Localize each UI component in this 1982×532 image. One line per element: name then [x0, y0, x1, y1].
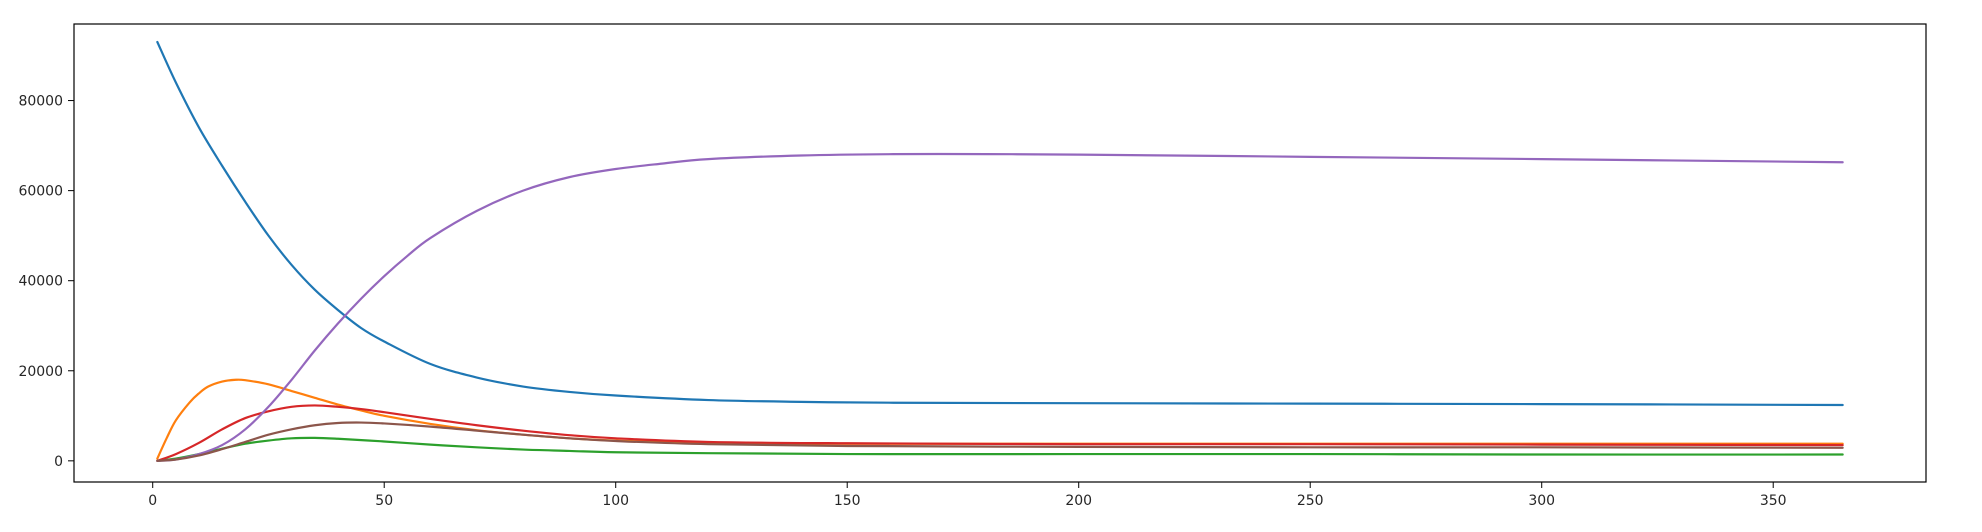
series-line-1	[156, 40, 1844, 407]
x-tick-label: 50	[375, 493, 393, 509]
x-tick-label: 0	[148, 493, 157, 509]
y-tick-label: 40000	[18, 274, 63, 290]
x-tick-label: 300	[1528, 493, 1555, 509]
series-line-5	[156, 152, 1844, 462]
x-axis: 0 50 100 150 200 250 300 350	[148, 482, 1787, 509]
series-layer	[156, 40, 1844, 462]
y-tick-label: 80000	[18, 94, 63, 110]
x-tick-label: 250	[1297, 493, 1324, 509]
series-line-6	[156, 421, 1844, 462]
y-tick-label: 60000	[18, 184, 63, 200]
x-tick-label: 150	[834, 493, 861, 509]
x-tick-label: 100	[602, 493, 629, 509]
y-tick-label: 0	[54, 454, 63, 470]
series-line-3	[156, 436, 1844, 462]
y-axis: 0 20000 40000 60000 80000	[18, 94, 74, 470]
x-tick-label: 350	[1760, 493, 1787, 509]
y-tick-label: 20000	[18, 364, 63, 380]
series-line-4	[156, 404, 1844, 462]
plot-area-frame	[73, 23, 1927, 483]
x-tick-label: 200	[1065, 493, 1092, 509]
